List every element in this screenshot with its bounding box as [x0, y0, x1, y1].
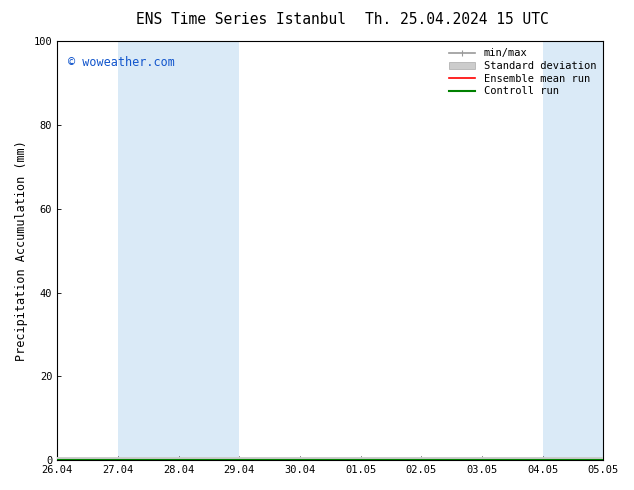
Text: ENS Time Series Istanbul: ENS Time Series Istanbul: [136, 12, 346, 27]
Legend: min/max, Standard deviation, Ensemble mean run, Controll run: min/max, Standard deviation, Ensemble me…: [447, 46, 598, 98]
Bar: [543, 41, 604, 460]
Text: Th. 25.04.2024 15 UTC: Th. 25.04.2024 15 UTC: [365, 12, 548, 27]
Y-axis label: Precipitation Accumulation (mm): Precipitation Accumulation (mm): [15, 140, 28, 361]
Bar: [118, 41, 239, 460]
Text: © woweather.com: © woweather.com: [68, 56, 175, 69]
Bar: [628, 41, 634, 460]
